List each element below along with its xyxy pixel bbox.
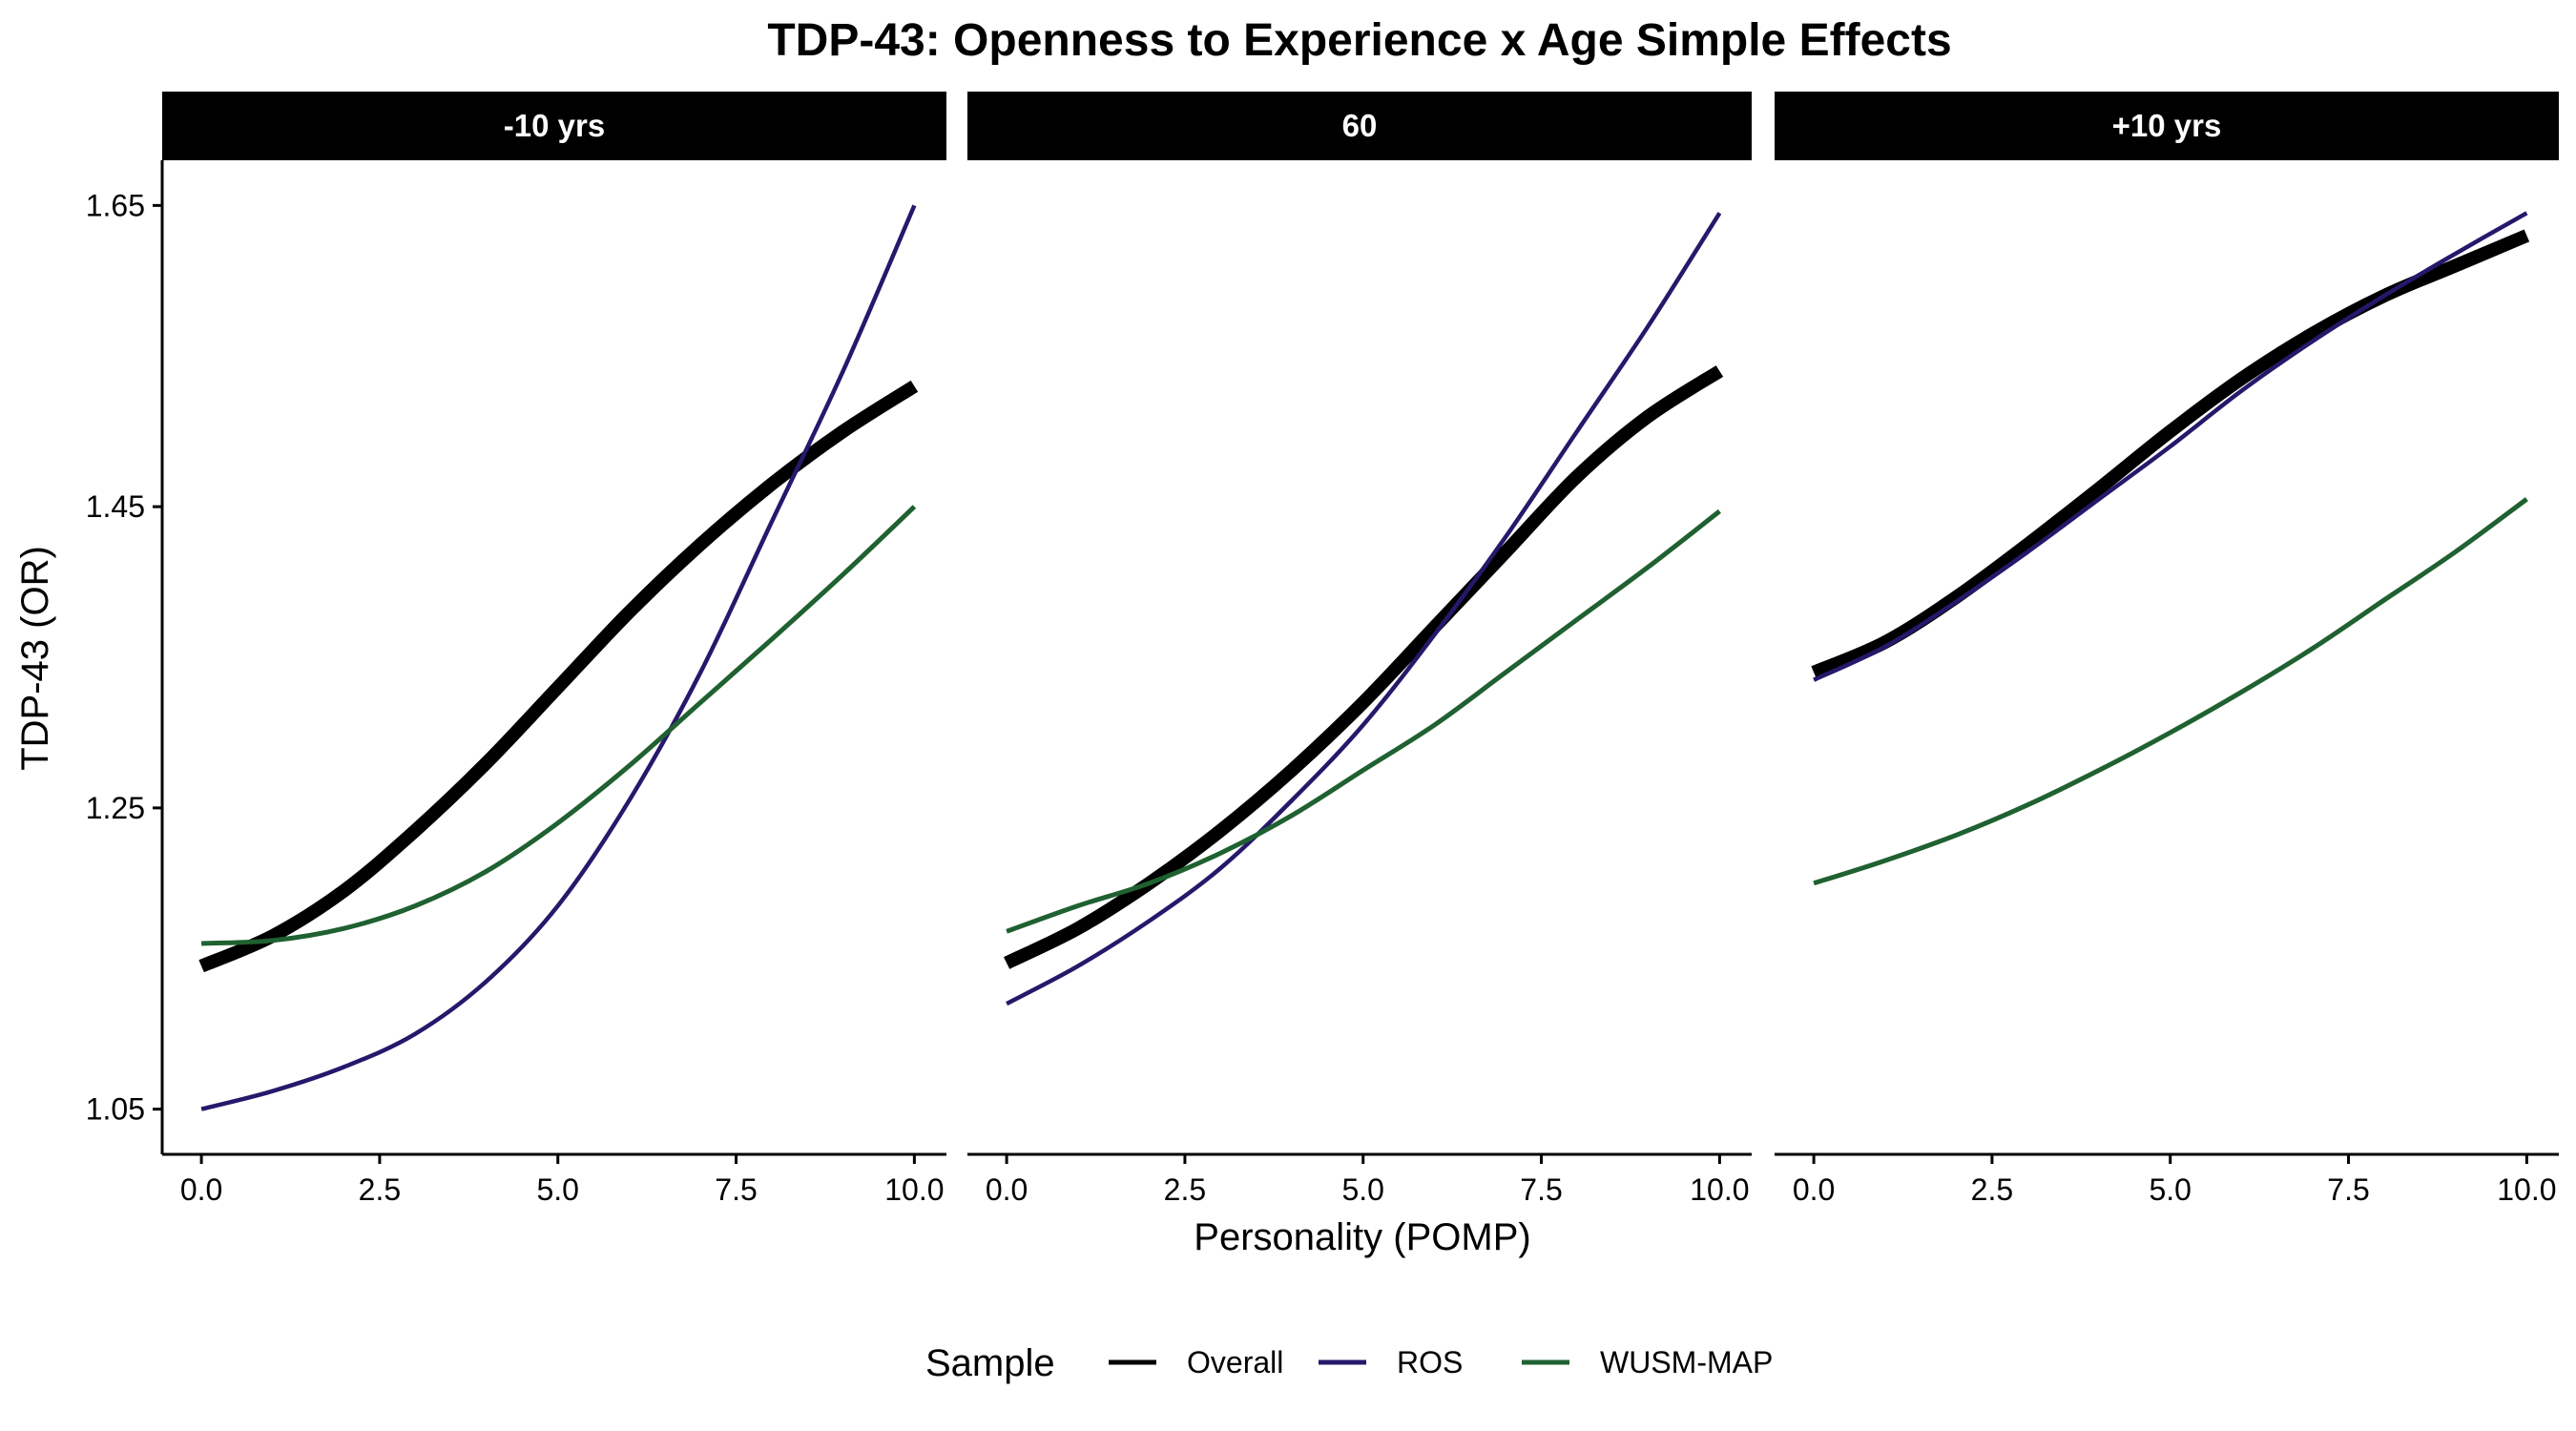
series-line-ros <box>200 204 917 1111</box>
x-tick-label: 5.0 <box>536 1172 578 1207</box>
panel-3: +10 yrs 0.0 2.5 5.0 7.5 10.0 <box>1775 92 2559 1207</box>
y-axis-title: TDP-43 (OR) <box>14 546 56 771</box>
legend-label-overall: Overall <box>1187 1345 1283 1379</box>
series-line-wusm-map <box>200 505 917 946</box>
y-tick-label: 1.45 <box>86 489 145 524</box>
x-tick-label: 5.0 <box>1341 1172 1383 1207</box>
y-tick-label: 1.05 <box>86 1092 145 1127</box>
facet-strip <box>1775 92 2559 160</box>
y-tick-label: 1.65 <box>86 188 145 222</box>
x-tick-label: 7.5 <box>1520 1172 1562 1207</box>
series-line-overall <box>198 380 919 973</box>
legend-title: Sample <box>925 1342 1055 1384</box>
x-tick-label: 10.0 <box>1690 1172 1749 1207</box>
series-line-overall <box>1004 365 1724 969</box>
facet-strip-label: 60 <box>1342 108 1378 143</box>
x-tick-label: 7.5 <box>2327 1172 2369 1207</box>
chart-title: TDP-43: Openness to Experience x Age Sim… <box>767 15 1951 66</box>
series-line-ros <box>1006 212 1722 1006</box>
facet-strip <box>162 92 946 160</box>
series-line-wusm-map <box>1006 508 1721 934</box>
panel-2: 60 0.0 2.5 5.0 7.5 10.0 <box>967 92 1752 1207</box>
x-tick-label: 10.0 <box>2497 1172 2556 1207</box>
series-line-wusm-map <box>1813 497 2528 886</box>
x-tick-label: 0.0 <box>1793 1172 1835 1207</box>
x-tick-label: 2.5 <box>1971 1172 2013 1207</box>
y-tick-label: 1.25 <box>86 791 145 825</box>
facet-panels: -10 yrs 0.0 2.5 5.0 7.5 10.0 1.05 1.25 1.45 1.65 6… <box>86 92 2559 1207</box>
x-tick-label: 2.5 <box>359 1172 401 1207</box>
facet-strip-label: +10 yrs <box>2112 108 2222 143</box>
legend-label-ros: ROS <box>1397 1345 1463 1379</box>
series-line-ros <box>1813 211 2528 682</box>
legend: Sample Overall ROS WUSM-MAP <box>925 1342 1773 1384</box>
series-line-overall <box>1811 229 2530 679</box>
x-tick-label: 2.5 <box>1164 1172 1206 1207</box>
x-tick-label: 0.0 <box>986 1172 1028 1207</box>
facet-strip <box>967 92 1752 160</box>
x-tick-label: 0.0 <box>180 1172 222 1207</box>
panel-1: -10 yrs 0.0 2.5 5.0 7.5 10.0 1.05 1.25 1.45 1.65 <box>86 92 946 1207</box>
x-axis-title: Personality (POMP) <box>1194 1216 1530 1258</box>
x-tick-label: 10.0 <box>884 1172 944 1207</box>
legend-label-wusm-map: WUSM-MAP <box>1600 1345 1773 1379</box>
facet-strip-label: -10 yrs <box>504 108 605 143</box>
x-tick-label: 5.0 <box>2149 1172 2191 1207</box>
x-tick-label: 7.5 <box>715 1172 757 1207</box>
